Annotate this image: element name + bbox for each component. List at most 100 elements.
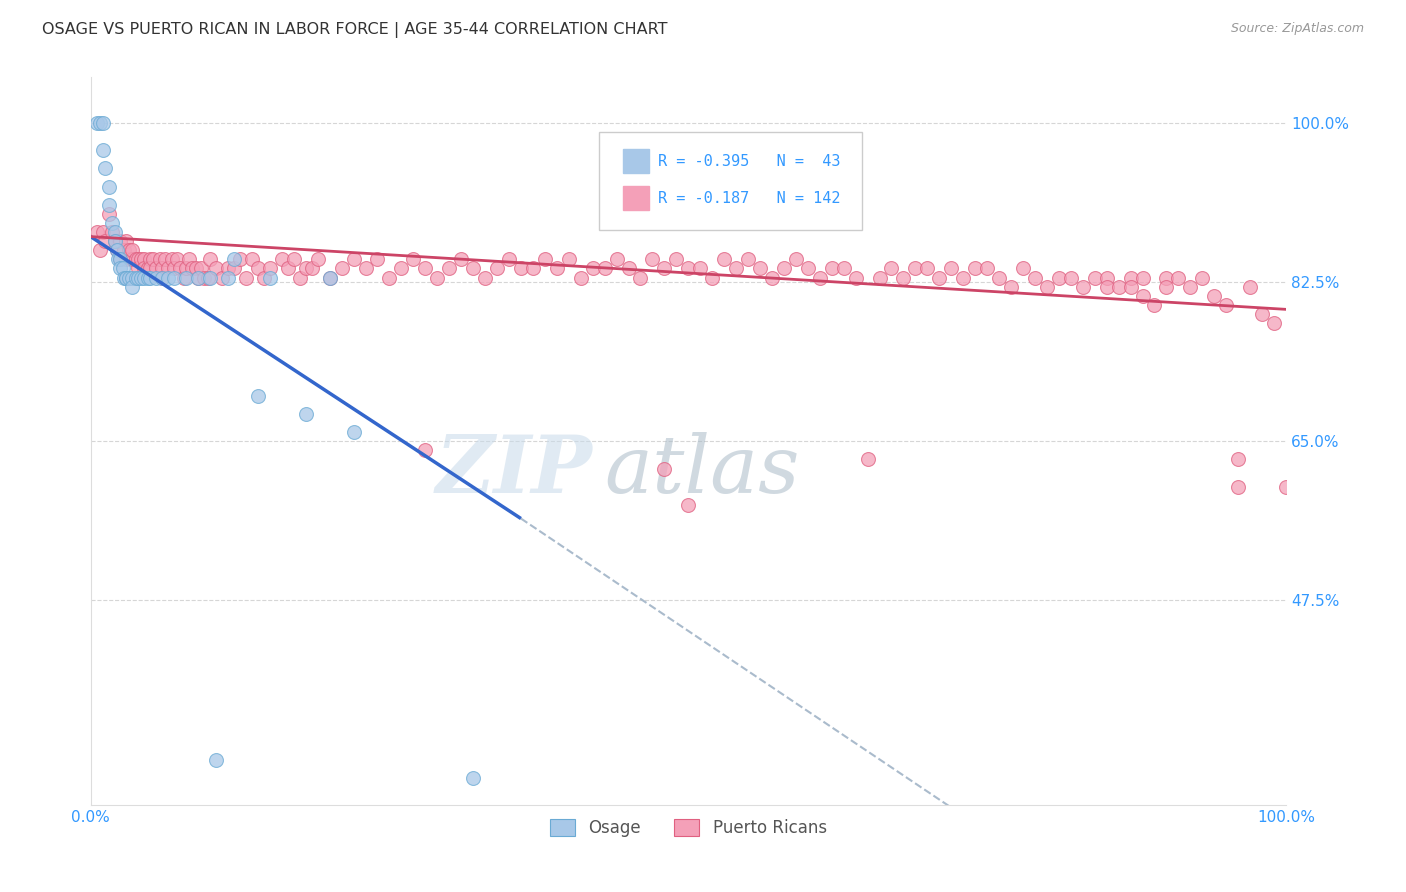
Point: [569, 270, 592, 285]
Text: R = -0.187   N = 142: R = -0.187 N = 142: [658, 191, 841, 206]
Point: [160, 252, 183, 267]
Point: [91, 116, 114, 130]
Point: [222, 252, 245, 267]
Point: [1227, 480, 1250, 494]
Point: [749, 261, 772, 276]
Point: [307, 252, 329, 267]
Point: [253, 270, 276, 285]
Text: ZIP: ZIP: [436, 432, 593, 509]
Point: [169, 261, 191, 276]
Point: [134, 261, 156, 276]
Point: [149, 252, 172, 267]
Point: [426, 270, 449, 285]
Point: [145, 261, 167, 276]
Point: [318, 270, 340, 285]
Point: [463, 261, 485, 276]
Point: [259, 270, 281, 285]
Point: [110, 252, 132, 267]
Point: [413, 443, 436, 458]
Point: [318, 270, 340, 285]
Point: [184, 261, 207, 276]
Point: [917, 261, 939, 276]
Point: [198, 270, 221, 285]
Point: [976, 261, 998, 276]
Point: [283, 252, 305, 267]
Point: [97, 198, 120, 212]
Point: [173, 270, 195, 285]
Point: [86, 225, 108, 239]
Point: [294, 261, 316, 276]
Point: [1191, 270, 1213, 285]
Point: [893, 270, 915, 285]
Point: [378, 270, 401, 285]
Point: [205, 752, 228, 766]
Point: [678, 498, 700, 512]
Point: [1132, 289, 1154, 303]
Point: [845, 270, 868, 285]
Point: [229, 252, 252, 267]
Point: [413, 261, 436, 276]
Point: [193, 270, 215, 285]
Point: [139, 270, 162, 285]
Point: [127, 261, 149, 276]
Point: [1108, 279, 1130, 293]
Point: [1047, 270, 1070, 285]
Point: [105, 244, 128, 258]
Point: [869, 270, 891, 285]
Point: [582, 261, 605, 276]
Point: [641, 252, 664, 267]
Point: [235, 270, 257, 285]
Point: [689, 261, 711, 276]
Point: [294, 407, 316, 421]
Point: [240, 252, 263, 267]
Point: [115, 252, 138, 267]
Point: [558, 252, 581, 267]
Point: [97, 179, 120, 194]
Point: [121, 279, 143, 293]
Point: [1156, 279, 1178, 293]
Point: [121, 252, 143, 267]
Point: [1036, 279, 1059, 293]
Point: [246, 389, 269, 403]
Point: [1156, 270, 1178, 285]
Point: [808, 270, 831, 285]
Point: [1263, 316, 1285, 330]
Point: [1215, 298, 1237, 312]
Point: [142, 252, 165, 267]
Point: [354, 261, 377, 276]
Point: [174, 261, 197, 276]
Point: [880, 261, 903, 276]
Point: [1024, 270, 1046, 285]
Point: [1095, 279, 1118, 293]
Point: [821, 261, 844, 276]
Point: [534, 252, 557, 267]
Point: [103, 234, 125, 248]
Point: [1084, 270, 1107, 285]
Point: [665, 252, 688, 267]
Point: [163, 261, 186, 276]
Point: [1119, 279, 1142, 293]
Point: [118, 244, 141, 258]
Point: [1060, 270, 1083, 285]
Point: [797, 261, 820, 276]
Point: [1012, 261, 1035, 276]
Point: [1143, 298, 1166, 312]
Point: [941, 261, 963, 276]
Point: [222, 261, 245, 276]
Point: [988, 270, 1011, 285]
Point: [678, 261, 700, 276]
Point: [129, 270, 152, 285]
Point: [486, 261, 509, 276]
Point: [301, 261, 323, 276]
Point: [342, 425, 364, 439]
Point: [136, 261, 159, 276]
Point: [725, 261, 748, 276]
Point: [177, 252, 200, 267]
Point: [112, 270, 135, 285]
Point: [450, 252, 472, 267]
Point: [259, 261, 281, 276]
Point: [153, 252, 176, 267]
Point: [125, 270, 148, 285]
Point: [654, 261, 676, 276]
Point: [1251, 307, 1274, 321]
